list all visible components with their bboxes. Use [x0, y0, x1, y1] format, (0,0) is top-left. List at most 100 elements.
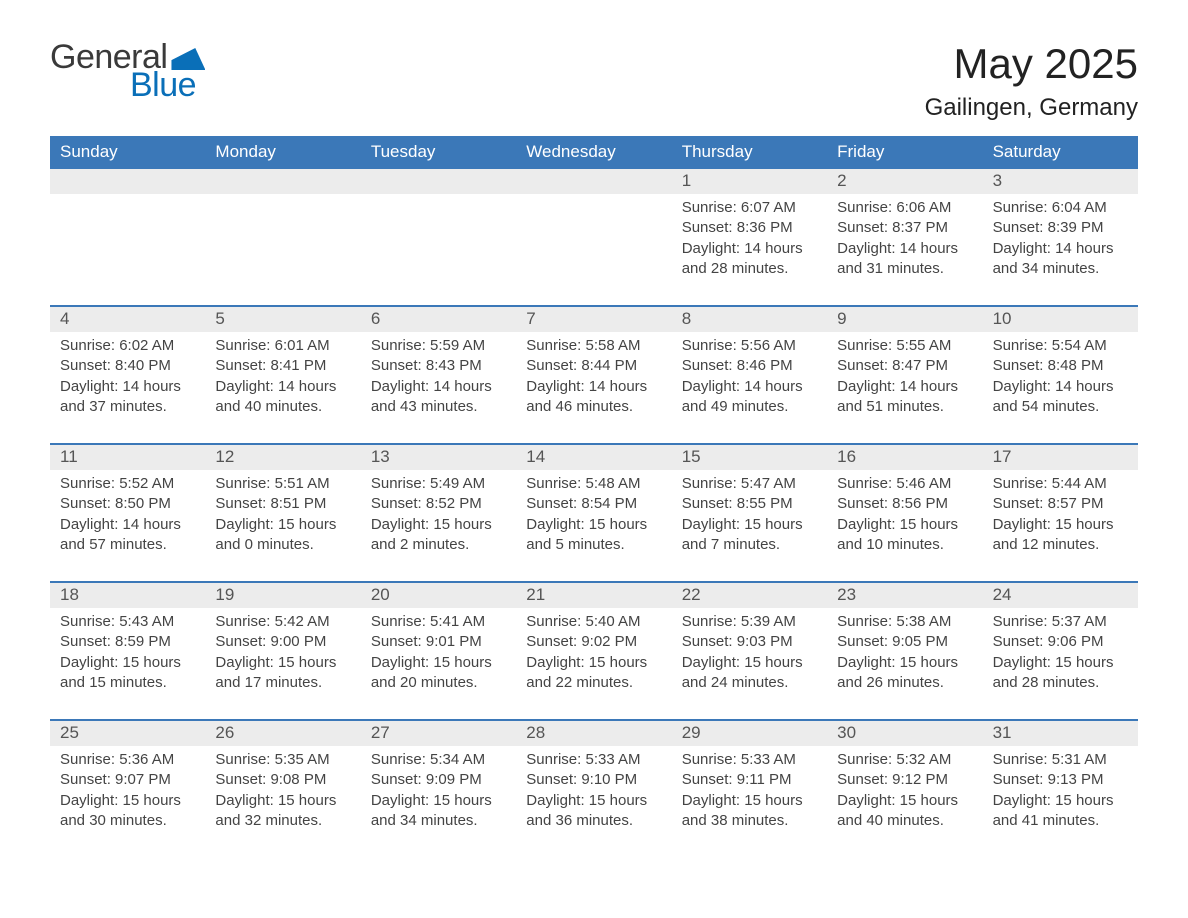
sunrise-text: Sunrise: 5:48 AM [526, 474, 661, 494]
daylight-text: Daylight: 14 hours and 31 minutes. [837, 239, 972, 280]
day-detail: Sunrise: 6:02 AMSunset: 8:40 PMDaylight:… [50, 332, 205, 443]
day-number: 6 [361, 305, 516, 332]
empty-cell [205, 194, 360, 305]
daylight-text: Daylight: 15 hours and 15 minutes. [60, 653, 195, 694]
page-title: May 2025 [925, 40, 1138, 88]
day-detail: Sunrise: 5:37 AMSunset: 9:06 PMDaylight:… [983, 608, 1138, 719]
day-detail: Sunrise: 5:52 AMSunset: 8:50 PMDaylight:… [50, 470, 205, 581]
sunrise-text: Sunrise: 5:33 AM [526, 750, 661, 770]
sunrise-text: Sunrise: 5:55 AM [837, 336, 972, 356]
day-detail: Sunrise: 5:44 AMSunset: 8:57 PMDaylight:… [983, 470, 1138, 581]
sunset-text: Sunset: 8:50 PM [60, 494, 195, 514]
day-detail: Sunrise: 5:46 AMSunset: 8:56 PMDaylight:… [827, 470, 982, 581]
day-detail: Sunrise: 5:54 AMSunset: 8:48 PMDaylight:… [983, 332, 1138, 443]
day-detail: Sunrise: 5:31 AMSunset: 9:13 PMDaylight:… [983, 746, 1138, 839]
day-number: 20 [361, 581, 516, 608]
day-detail: Sunrise: 5:34 AMSunset: 9:09 PMDaylight:… [361, 746, 516, 839]
day-detail: Sunrise: 5:58 AMSunset: 8:44 PMDaylight:… [516, 332, 671, 443]
sunset-text: Sunset: 8:52 PM [371, 494, 506, 514]
sunrise-text: Sunrise: 5:31 AM [993, 750, 1128, 770]
sunset-text: Sunset: 9:10 PM [526, 770, 661, 790]
sunrise-text: Sunrise: 5:51 AM [215, 474, 350, 494]
daylight-text: Daylight: 15 hours and 34 minutes. [371, 791, 506, 832]
sunset-text: Sunset: 8:51 PM [215, 494, 350, 514]
sunrise-text: Sunrise: 5:42 AM [215, 612, 350, 632]
day-number: 17 [983, 443, 1138, 470]
day-detail: Sunrise: 5:33 AMSunset: 9:10 PMDaylight:… [516, 746, 671, 839]
sunrise-text: Sunrise: 5:46 AM [837, 474, 972, 494]
empty-cell [361, 169, 516, 194]
day-number: 31 [983, 719, 1138, 746]
header: General Blue May 2025 Gailingen, Germany [50, 40, 1138, 122]
sunset-text: Sunset: 9:03 PM [682, 632, 817, 652]
daylight-text: Daylight: 15 hours and 32 minutes. [215, 791, 350, 832]
weekday-header: Sunday [50, 136, 205, 169]
sunset-text: Sunset: 9:12 PM [837, 770, 972, 790]
day-detail: Sunrise: 5:36 AMSunset: 9:07 PMDaylight:… [50, 746, 205, 839]
day-number-row: 25262728293031 [50, 719, 1138, 746]
daylight-text: Daylight: 15 hours and 7 minutes. [682, 515, 817, 556]
sunrise-text: Sunrise: 5:34 AM [371, 750, 506, 770]
sunset-text: Sunset: 9:13 PM [993, 770, 1128, 790]
sunset-text: Sunset: 8:47 PM [837, 356, 972, 376]
daylight-text: Daylight: 14 hours and 54 minutes. [993, 377, 1128, 418]
logo: General Blue [50, 40, 205, 102]
day-number: 5 [205, 305, 360, 332]
day-number: 15 [672, 443, 827, 470]
logo-top: General [50, 40, 205, 74]
empty-cell [516, 169, 671, 194]
day-detail-row: Sunrise: 5:36 AMSunset: 9:07 PMDaylight:… [50, 746, 1138, 839]
day-detail: Sunrise: 6:07 AMSunset: 8:36 PMDaylight:… [672, 194, 827, 305]
sunset-text: Sunset: 8:43 PM [371, 356, 506, 376]
day-number: 12 [205, 443, 360, 470]
sunrise-text: Sunrise: 5:40 AM [526, 612, 661, 632]
day-detail: Sunrise: 5:55 AMSunset: 8:47 PMDaylight:… [827, 332, 982, 443]
sunset-text: Sunset: 8:48 PM [993, 356, 1128, 376]
sunrise-text: Sunrise: 6:01 AM [215, 336, 350, 356]
day-number: 26 [205, 719, 360, 746]
day-number: 30 [827, 719, 982, 746]
logo-flag-icon [171, 48, 205, 70]
day-number-row: 18192021222324 [50, 581, 1138, 608]
daylight-text: Daylight: 14 hours and 40 minutes. [215, 377, 350, 418]
sunset-text: Sunset: 9:07 PM [60, 770, 195, 790]
day-detail: Sunrise: 5:43 AMSunset: 8:59 PMDaylight:… [50, 608, 205, 719]
daylight-text: Daylight: 15 hours and 2 minutes. [371, 515, 506, 556]
day-detail: Sunrise: 5:39 AMSunset: 9:03 PMDaylight:… [672, 608, 827, 719]
day-number-row: 123 [50, 169, 1138, 194]
daylight-text: Daylight: 15 hours and 36 minutes. [526, 791, 661, 832]
day-number: 8 [672, 305, 827, 332]
daylight-text: Daylight: 15 hours and 12 minutes. [993, 515, 1128, 556]
sunrise-text: Sunrise: 5:59 AM [371, 336, 506, 356]
day-detail: Sunrise: 5:49 AMSunset: 8:52 PMDaylight:… [361, 470, 516, 581]
daylight-text: Daylight: 14 hours and 46 minutes. [526, 377, 661, 418]
sunrise-text: Sunrise: 5:33 AM [682, 750, 817, 770]
weeks-container: 123Sunrise: 6:07 AMSunset: 8:36 PMDaylig… [50, 169, 1138, 839]
day-number: 2 [827, 169, 982, 194]
day-number: 4 [50, 305, 205, 332]
day-detail: Sunrise: 5:51 AMSunset: 8:51 PMDaylight:… [205, 470, 360, 581]
sunset-text: Sunset: 9:08 PM [215, 770, 350, 790]
day-detail: Sunrise: 5:41 AMSunset: 9:01 PMDaylight:… [361, 608, 516, 719]
title-block: May 2025 Gailingen, Germany [925, 40, 1138, 122]
day-detail-row: Sunrise: 6:07 AMSunset: 8:36 PMDaylight:… [50, 194, 1138, 305]
day-detail: Sunrise: 6:06 AMSunset: 8:37 PMDaylight:… [827, 194, 982, 305]
daylight-text: Daylight: 14 hours and 51 minutes. [837, 377, 972, 418]
sunrise-text: Sunrise: 5:54 AM [993, 336, 1128, 356]
daylight-text: Daylight: 14 hours and 43 minutes. [371, 377, 506, 418]
day-detail: Sunrise: 5:48 AMSunset: 8:54 PMDaylight:… [516, 470, 671, 581]
sunset-text: Sunset: 8:39 PM [993, 218, 1128, 238]
day-detail: Sunrise: 6:01 AMSunset: 8:41 PMDaylight:… [205, 332, 360, 443]
day-detail-row: Sunrise: 5:43 AMSunset: 8:59 PMDaylight:… [50, 608, 1138, 719]
weekday-header: Friday [827, 136, 982, 169]
sunset-text: Sunset: 9:06 PM [993, 632, 1128, 652]
sunset-text: Sunset: 8:56 PM [837, 494, 972, 514]
empty-cell [50, 194, 205, 305]
daylight-text: Daylight: 15 hours and 5 minutes. [526, 515, 661, 556]
day-detail: Sunrise: 5:59 AMSunset: 8:43 PMDaylight:… [361, 332, 516, 443]
logo-text-blue: Blue [130, 68, 205, 102]
daylight-text: Daylight: 15 hours and 22 minutes. [526, 653, 661, 694]
empty-cell [205, 169, 360, 194]
sunset-text: Sunset: 8:36 PM [682, 218, 817, 238]
sunset-text: Sunset: 9:01 PM [371, 632, 506, 652]
